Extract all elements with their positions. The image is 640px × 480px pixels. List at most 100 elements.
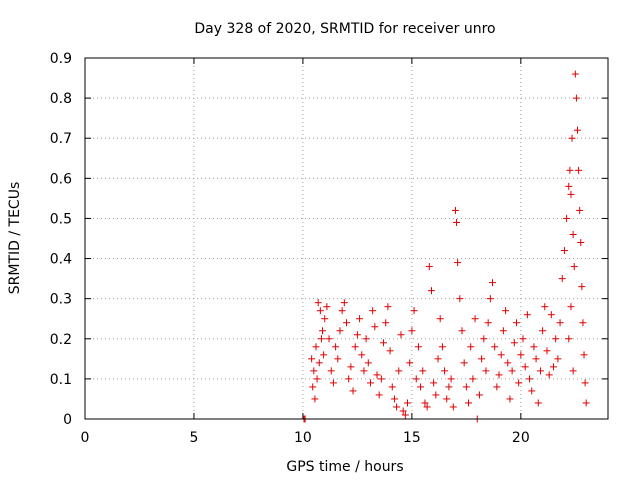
y-tick-label: 0 [63,412,72,428]
data-point [319,327,327,335]
y-tick-label: 0.2 [50,332,72,348]
data-point [417,383,425,391]
data-point [419,367,427,375]
data-point [539,327,547,335]
data-point [362,335,370,343]
data-point [486,295,494,303]
data-point [484,319,492,327]
data-point [390,395,398,403]
data-point [558,275,566,283]
data-point [528,387,536,395]
data-point [471,315,479,323]
y-tick-label: 0.3 [50,292,72,308]
data-point [499,327,507,335]
data-point [427,287,435,295]
grid-lines [85,58,608,419]
chart-title: Day 328 of 2020, SRMTID for receiver unr… [194,21,495,37]
data-point [579,319,587,327]
data-point [541,303,549,311]
x-tick-label: 0 [81,430,90,446]
data-point [325,335,333,343]
y-tick-label: 0.5 [50,211,72,227]
data-point [453,218,461,226]
x-tick-label: 5 [189,430,198,446]
data-point [314,299,322,307]
data-point [414,343,422,351]
data-point [366,379,374,387]
data-point [460,359,468,367]
data-point [311,395,319,403]
data-point [475,391,483,399]
data-point [441,367,449,375]
data-point [423,403,431,411]
x-tick-label: 10 [294,430,312,446]
data-point [454,259,462,267]
data-point [571,70,579,78]
data-point [434,355,442,363]
data-point [315,359,323,367]
data-point [493,383,501,391]
data-point [353,331,361,339]
y-tick-label: 0.4 [50,252,72,268]
data-point [567,190,575,198]
data-point [502,307,510,315]
data-point [343,319,350,327]
data-point [560,247,568,255]
data-point [563,214,571,222]
data-point [456,295,464,303]
data-point [380,339,388,347]
data-point [465,399,473,407]
data-point [576,206,584,214]
data-point [340,299,348,307]
y-tick-label: 0.6 [50,171,72,187]
data-point [382,319,390,327]
data-point [451,206,459,214]
x-tick-label: 15 [403,430,421,446]
data-point [508,367,516,375]
x-axis-label: GPS time / hours [286,459,403,475]
data-point [504,359,512,367]
data-point [543,347,551,355]
data-point [323,303,331,311]
data-point [432,391,440,399]
data-point [565,182,573,190]
data-point [386,347,394,355]
data-point [327,367,335,375]
data-point [443,395,451,403]
data-point [582,399,590,407]
data-point [554,355,562,363]
data-point [321,315,329,323]
data-point [317,335,325,343]
y-tick-label: 0.9 [50,51,72,67]
data-point [462,383,470,391]
data-point [550,363,558,371]
data-point [406,359,414,367]
data-point [556,319,564,327]
data-point [369,307,377,315]
data-point [573,126,581,134]
data-point [523,311,531,319]
data-point [438,343,446,351]
data-point [373,371,381,379]
data-point [565,335,573,343]
x-tick-label: 20 [512,430,530,446]
plot-frame [84,57,609,420]
data-point [575,166,583,174]
data-point [320,351,328,359]
data-point [569,367,577,375]
data-point [491,343,499,351]
y-tick-label: 0.8 [50,91,72,107]
data-point [506,395,514,403]
data-point [312,343,320,351]
data-point [552,335,560,343]
data-point [360,367,368,375]
data-point [345,375,353,383]
y-axis-label: SRMTID / TECUs [7,182,23,295]
data-point [358,351,366,359]
data-point [566,166,574,174]
data-point [436,315,444,323]
data-point [334,355,342,363]
data-point [332,343,340,351]
data-point [547,311,555,319]
data-point [388,383,396,391]
